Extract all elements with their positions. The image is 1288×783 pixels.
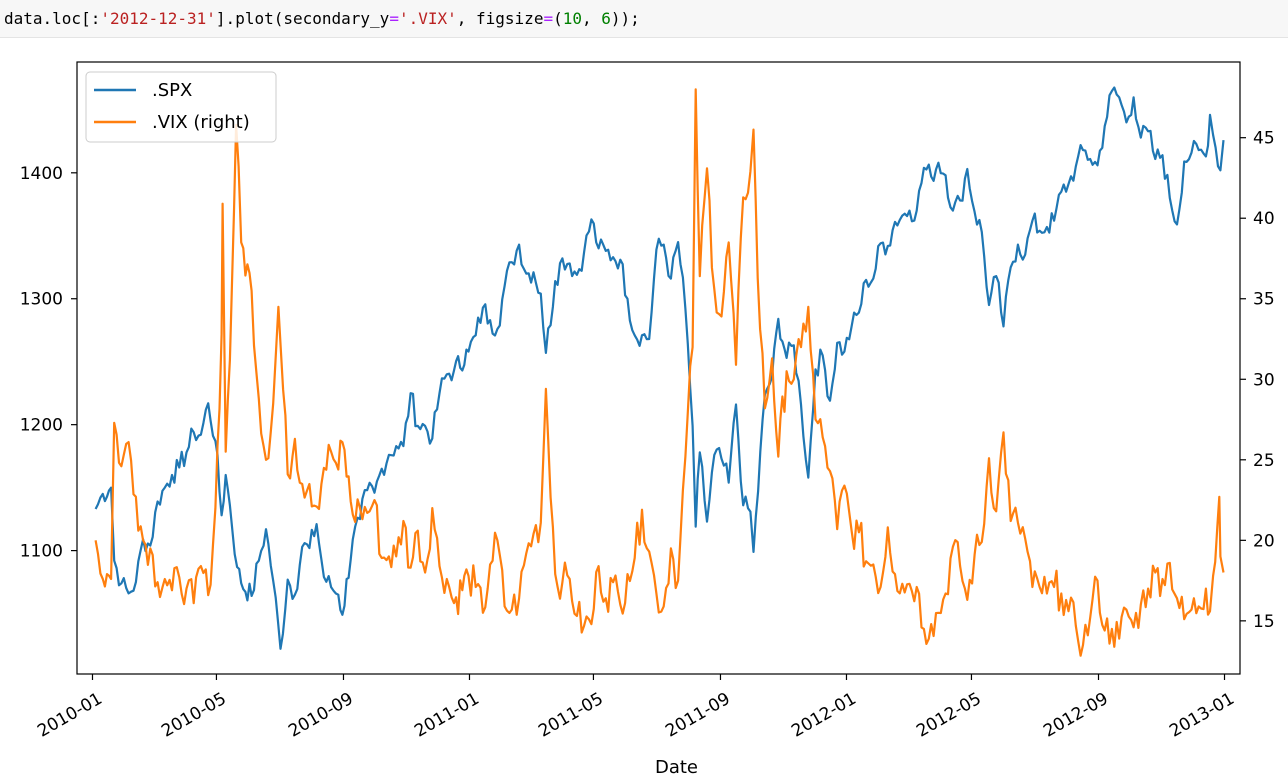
x-axis: 2010-01 2010-05 2010-09 2011-01 2011-05 2011-… <box>34 674 1238 742</box>
legend: .SPX .VIX (right) <box>85 71 277 143</box>
x-tick-label: 2012-01 <box>788 689 860 742</box>
y-axis-left: 1100 1200 1300 1400 <box>20 164 77 562</box>
series-line-vix <box>94 88 1225 657</box>
plot-frame <box>76 61 1241 675</box>
code-token: data.loc[: <box>4 9 101 28</box>
y-right-tick-label: 20 <box>1253 531 1275 551</box>
code-token: )); <box>610 9 640 28</box>
series-line-spx <box>94 86 1225 650</box>
y-left-tick-label: 1100 <box>20 542 63 562</box>
plot-lines <box>94 86 1225 657</box>
code-token: ( <box>553 9 563 28</box>
y-right-tick-label: 45 <box>1253 129 1275 149</box>
x-tick-label: 2013-01 <box>1166 689 1238 742</box>
code-token: 6 <box>601 9 611 28</box>
x-tick-label: 2010-01 <box>34 689 106 742</box>
code-token: '.VIX' <box>398 9 457 28</box>
y-right-tick-label: 40 <box>1253 209 1275 229</box>
y-left-tick-label: 1300 <box>20 290 63 310</box>
x-tick-label: 2012-05 <box>913 689 985 742</box>
y-left-tick-label: 1400 <box>20 164 63 184</box>
code-token: = <box>389 9 399 28</box>
code-token: = <box>543 9 554 28</box>
code-cell[interactable]: data.loc[:'2012-12-31'].plot(secondary_y… <box>0 0 1288 38</box>
y-right-tick-label: 15 <box>1253 612 1275 632</box>
y-right-tick-label: 25 <box>1253 451 1275 471</box>
x-tick-label: 2011-09 <box>662 689 734 742</box>
code-token: 10 <box>562 9 582 28</box>
code-token: , figsize <box>456 9 544 28</box>
line-chart: 2010-01 2010-05 2010-09 2011-01 2011-05 2011-… <box>20 61 1275 778</box>
y-axis-right: 15 20 25 30 35 40 45 <box>1240 129 1275 632</box>
code-token: , <box>582 9 602 28</box>
x-axis-label: Date <box>655 757 698 778</box>
code-token: '2012-12-31' <box>100 9 216 28</box>
x-tick-label: 2011-01 <box>411 689 483 742</box>
y-right-tick-label: 35 <box>1253 290 1275 310</box>
legend-entry: .VIX (right) <box>152 112 250 133</box>
x-tick-label: 2012-09 <box>1040 689 1112 742</box>
x-tick-label: 2010-05 <box>158 689 230 742</box>
y-right-tick-label: 30 <box>1253 370 1275 390</box>
code-token: ].plot(secondary_y <box>215 9 390 28</box>
y-left-tick-label: 1200 <box>20 416 63 436</box>
x-tick-label: 2010-09 <box>285 689 357 742</box>
legend-entry: .SPX <box>152 80 192 101</box>
x-tick-label: 2011-05 <box>535 689 607 742</box>
